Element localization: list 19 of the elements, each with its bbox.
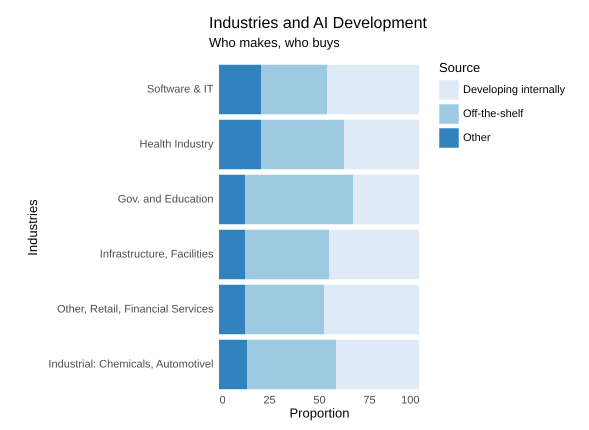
x-tick-label: 25 xyxy=(263,394,276,406)
x-tick-label: 100 xyxy=(401,394,420,406)
x-tick-label: 75 xyxy=(363,394,376,406)
legend-title: Source xyxy=(439,60,480,75)
x-tick-label: 0 xyxy=(220,394,226,406)
y-tick-label: Industrial: Chemicals, Automotivel xyxy=(48,358,214,370)
y-tick-label: Health Industry xyxy=(140,138,214,150)
y-axis-title: Industries xyxy=(24,198,40,256)
chart-subtitle: Who makes, who buys xyxy=(209,35,340,50)
y-tick-label: Software & IT xyxy=(146,84,214,96)
x-axis-title: Proportion xyxy=(290,406,350,420)
legend-label: Other xyxy=(463,132,491,144)
legend-label: Developing internally xyxy=(463,84,566,96)
legend-label: Off-the-shelf xyxy=(463,108,524,120)
chart-title: Industries and AI Development xyxy=(209,15,428,32)
y-tick-label: Gov. and Education xyxy=(118,194,214,206)
x-tick-label: 50 xyxy=(313,394,326,406)
y-tick-label: Other, Retail, Financial Services xyxy=(56,304,214,316)
y-tick-label: Infrastructure, Facilities xyxy=(100,248,214,260)
